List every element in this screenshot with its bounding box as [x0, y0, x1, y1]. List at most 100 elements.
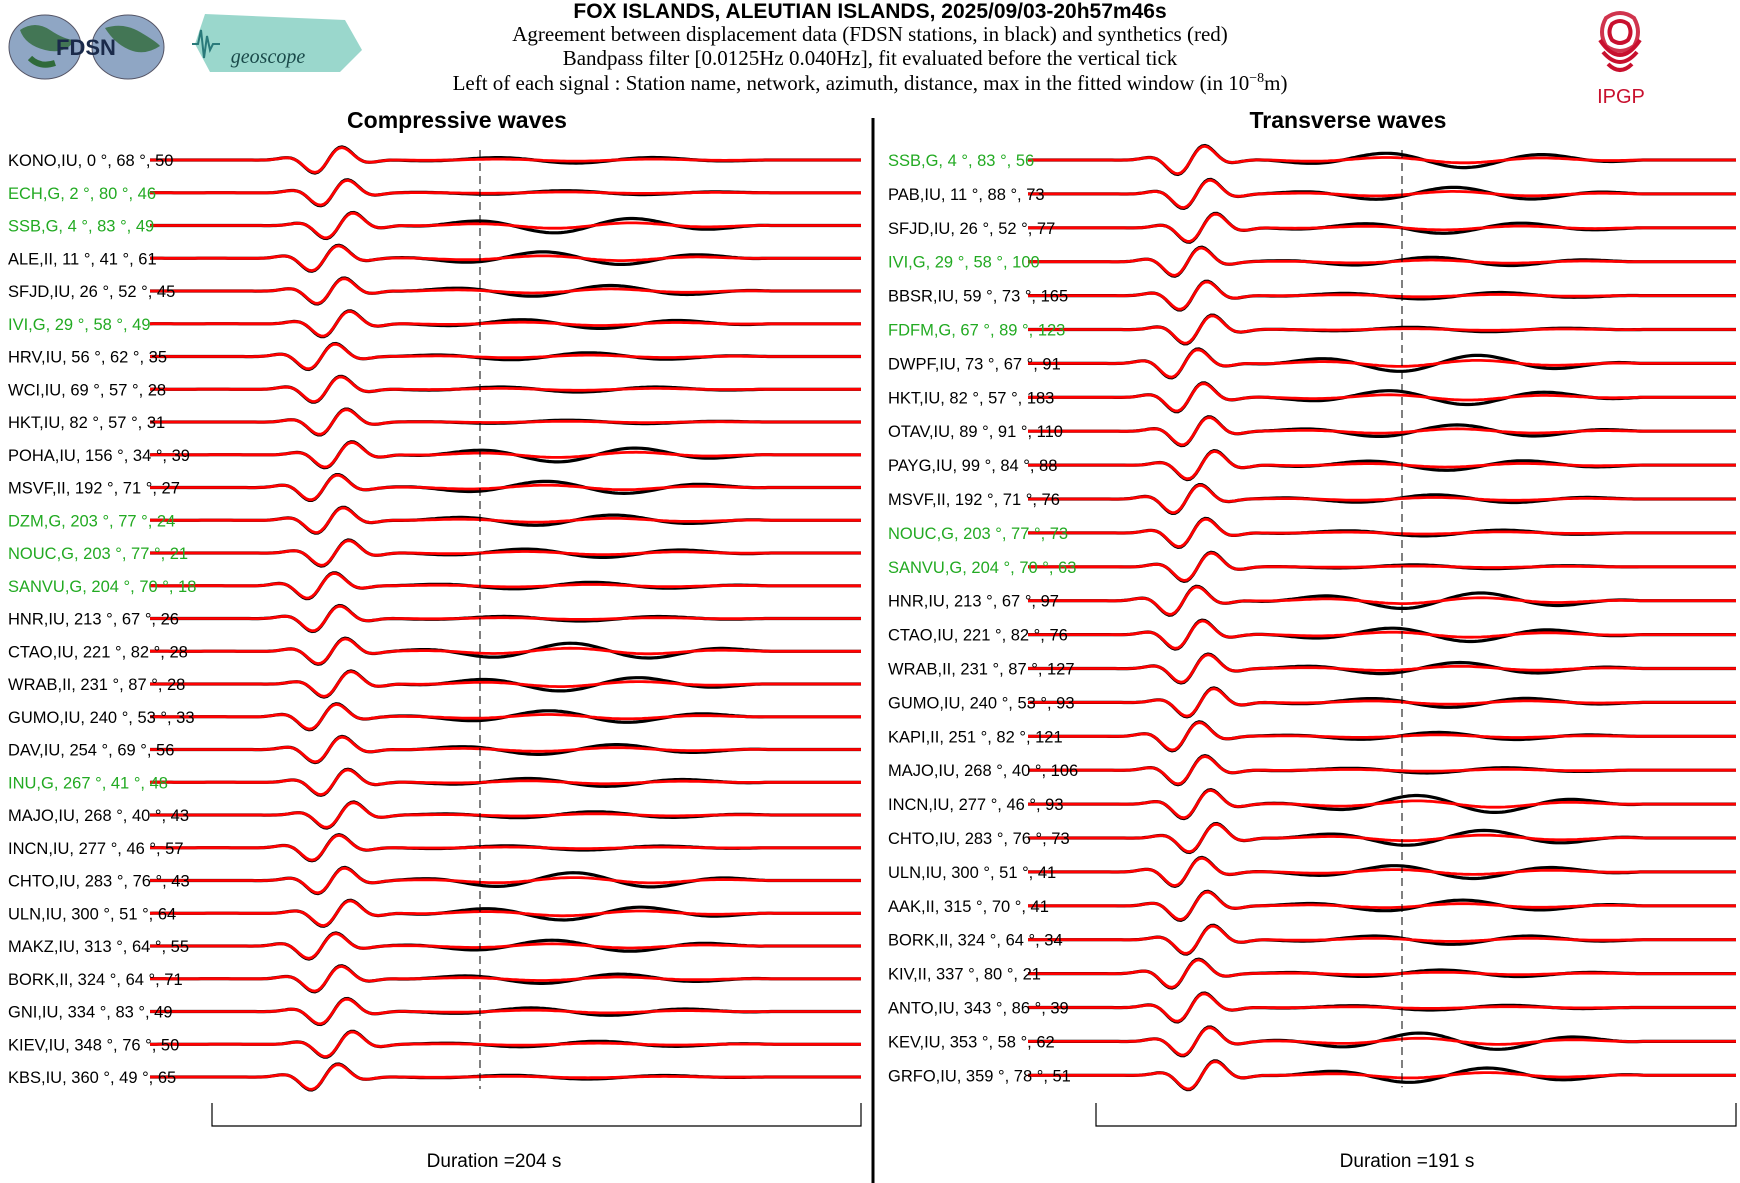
compressive-station-label: IVI,G, 29 °, 58 °, 49 — [8, 316, 151, 334]
compressive-synthetic-trace — [150, 572, 861, 600]
compressive-synthetic-trace — [150, 735, 861, 764]
geoscope-logo-text: geoscope — [231, 46, 306, 68]
compressive-panel-title: Compressive waves — [347, 107, 567, 133]
transverse-synthetic-trace — [1028, 856, 1736, 888]
compressive-synthetic-trace — [150, 506, 861, 534]
transverse-synthetic-trace — [1028, 788, 1736, 820]
geoscope-logo: geoscope — [192, 14, 362, 72]
compressive-duration-bracket — [211, 1103, 862, 1127]
transverse-traces: SSB,G, 4 °, 83 °, 56 PAB,IU, 11 °, 88 °, … — [888, 143, 1736, 1092]
transverse-station-label: BORK,II, 324 °, 64 °, 34 — [888, 932, 1063, 950]
fdsn-logo-text: FDSN — [56, 35, 116, 60]
compressive-synthetic-trace — [149, 441, 861, 469]
transverse-station-label: HNR,IU, 213 °, 67 °, 97 — [888, 593, 1059, 611]
transverse-station-label: SFJD,IU, 26 °, 52 °, 77 — [888, 220, 1055, 238]
compressive-synthetic-trace — [149, 768, 861, 797]
compressive-station-label: HRV,IU, 56 °, 62 °, 35 — [8, 349, 167, 367]
compressive-synthetic-trace — [150, 702, 861, 731]
transverse-station-label: PAB,IU, 11 °, 88 °, 73 — [888, 186, 1045, 204]
transverse-station-label: KEV,IU, 353 °, 58 °, 62 — [888, 1033, 1055, 1051]
transverse-synthetic-trace — [1028, 1026, 1736, 1057]
transverse-station-label: CHTO,IU, 283 °, 76 °, 73 — [888, 830, 1070, 848]
transverse-station-label: ULN,IU, 300 °, 51 °, 41 — [888, 864, 1056, 882]
compressive-station-label: MAJO,IU, 268 °, 40 °, 43 — [8, 807, 189, 825]
transverse-synthetic-trace — [1028, 890, 1736, 921]
fdsn-logo: FDSN — [8, 14, 165, 80]
compressive-station-label: MSVF,II, 192 °, 71 °, 27 — [8, 480, 180, 498]
compressive-synthetic-trace — [150, 637, 861, 666]
transverse-duration-bracket — [1095, 1103, 1737, 1127]
compressive-synthetic-trace — [150, 539, 861, 567]
ipgp-logo: IPGP — [1597, 11, 1645, 108]
compressive-station-label: SANVU,G, 204 °, 70 °, 18 — [8, 578, 196, 596]
transverse-station-label: WRAB,II, 231 °, 87 °, 127 — [888, 661, 1075, 679]
transverse-station-label: CTAO,IU, 221 °, 82 °, 76 — [888, 627, 1068, 645]
compressive-synthetic-trace — [150, 178, 861, 207]
compressive-synthetic-trace — [150, 1063, 861, 1091]
compressive-station-label: WCI,IU, 69 °, 57 °, 28 — [8, 381, 166, 399]
compressive-synthetic-trace — [150, 375, 861, 403]
compressive-synthetic-trace — [150, 1030, 861, 1058]
figure-subtitle-1: Agreement between displacement data (FDS… — [512, 22, 1228, 46]
transverse-synthetic-trace — [1028, 687, 1736, 718]
transverse-synthetic-trace — [1028, 653, 1736, 684]
transverse-synthetic-trace — [1028, 822, 1736, 854]
transverse-station-label: INCN,IU, 277 °, 46 °, 93 — [888, 796, 1064, 814]
compressive-station-label: BORK,II, 324 °, 64 °, 71 — [8, 971, 183, 989]
transverse-synthetic-trace — [1028, 178, 1736, 210]
compressive-station-label: MAKZ,IU, 313 °, 64 °, 55 — [8, 938, 189, 956]
compressive-traces: KONO,IU, 0 °, 68 °, 50 ECH,G, 2 °, 80 °, … — [8, 145, 861, 1092]
transverse-synthetic-trace — [1028, 517, 1736, 549]
transverse-synthetic-trace — [1028, 144, 1736, 176]
transverse-station-label: MSVF,II, 192 °, 71 °, 76 — [888, 491, 1060, 509]
compressive-synthetic-trace — [150, 408, 861, 436]
transverse-station-label: OTAV,IU, 89 °, 91 °, 110 — [888, 423, 1063, 441]
transverse-station-label: KAPI,II, 251 °, 82 °, 121 — [888, 728, 1063, 746]
compressive-synthetic-trace — [150, 964, 861, 993]
compressive-station-label: INCN,IU, 277 °, 46 °, 57 — [8, 840, 184, 858]
transverse-duration-label: Duration =191 s — [1340, 1151, 1475, 1172]
transverse-station-label: ANTO,IU, 343 °, 86 °, 39 — [888, 1000, 1069, 1018]
transverse-synthetic-trace — [1028, 755, 1736, 786]
transverse-station-label: PAYG,IU, 99 °, 84 °, 88 — [888, 457, 1057, 475]
transverse-panel-title: Transverse waves — [1250, 107, 1447, 133]
compressive-station-label: CTAO,IU, 221 °, 82 °, 28 — [8, 643, 188, 661]
transverse-station-label: SSB,G, 4 °, 83 °, 56 — [888, 152, 1034, 170]
compressive-synthetic-trace — [150, 866, 861, 895]
compressive-synthetic-trace — [150, 997, 861, 1026]
figure-subtitle-2: Bandpass filter [0.0125Hz 0.040Hz], fit … — [563, 46, 1178, 70]
transverse-station-label: NOUC,G, 203 °, 77 °, 73 — [888, 525, 1068, 543]
figure-subtitle-3: Left of each signal : Station name, netw… — [453, 71, 1288, 95]
compressive-synthetic-trace — [150, 473, 861, 502]
transverse-station-label: GRFO,IU, 359 °, 78 °, 51 — [888, 1067, 1071, 1085]
transverse-synthetic-trace — [1028, 246, 1736, 277]
compressive-panel: Compressive waves KONO,IU, 0 °, 68 °, 50… — [8, 107, 862, 1172]
transverse-panel: Transverse waves SSB,G, 4 °, 83 °, 56 PAB… — [888, 107, 1737, 1172]
compressive-duration-label: Duration =204 s — [427, 1151, 562, 1172]
compressive-station-label: SSB,G, 4 °, 83 °, 49 — [8, 218, 154, 236]
compressive-station-label: POHA,IU, 156 °, 34 °, 39 — [8, 447, 190, 465]
transverse-synthetic-trace — [1028, 212, 1736, 243]
compressive-synthetic-trace — [150, 670, 861, 698]
transverse-synthetic-trace — [1028, 348, 1736, 379]
transverse-synthetic-trace — [1028, 619, 1736, 650]
transverse-synthetic-trace — [1028, 585, 1736, 616]
compressive-station-label: HKT,IU, 82 °, 57 °, 31 — [8, 414, 165, 432]
compressive-station-label: ECH,G, 2 °, 80 °, 46 — [8, 185, 156, 203]
compressive-station-label: SFJD,IU, 26 °, 52 °, 45 — [8, 283, 175, 301]
transverse-station-label: HKT,IU, 82 °, 57 °, 183 — [888, 389, 1054, 407]
transverse-synthetic-trace — [1028, 483, 1736, 515]
compressive-station-label: ULN,IU, 300 °, 51 °, 64 — [8, 905, 176, 923]
compressive-station-label: KBS,IU, 360 °, 49 °, 65 — [8, 1069, 176, 1087]
compressive-synthetic-trace — [150, 342, 861, 371]
transverse-synthetic-trace — [1028, 721, 1736, 752]
transverse-synthetic-trace — [1028, 958, 1736, 989]
compressive-synthetic-trace — [150, 801, 861, 829]
compressive-station-label: NOUC,G, 203 °, 77 °, 21 — [8, 545, 188, 563]
figure-title: FOX ISLANDS, ALEUTIAN ISLANDS, 2025/09/0… — [573, 0, 1166, 23]
transverse-station-label: SANVU,G, 204 °, 70 °, 63 — [888, 559, 1076, 577]
transverse-station-label: AAK,II, 315 °, 70 °, 41 — [888, 898, 1049, 916]
transverse-station-label: MAJO,IU, 268 °, 40 °, 106 — [888, 762, 1078, 780]
transverse-synthetic-trace — [1028, 992, 1736, 1023]
